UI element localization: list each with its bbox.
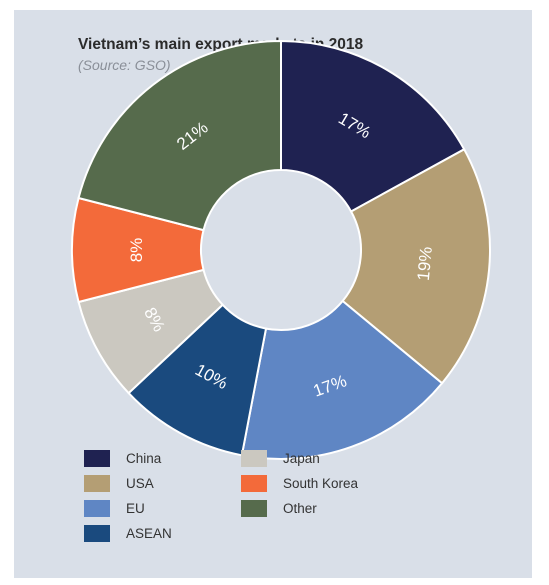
legend-item-china: China bbox=[84, 448, 161, 468]
donut-chart: 17%19%17%10%8%8%21% bbox=[71, 39, 491, 460]
legend-label-china: China bbox=[126, 450, 162, 466]
slice-label-south-korea: 8% bbox=[127, 238, 146, 263]
legend-item-south-korea: South Korea bbox=[241, 473, 358, 493]
chart-subtitle: (Source: GSO) bbox=[78, 57, 171, 73]
legend-swatch-other bbox=[241, 499, 267, 517]
legend-label-japan: Japan bbox=[283, 450, 320, 466]
legend-label-asean: ASEAN bbox=[126, 525, 172, 541]
legend-swatch-usa bbox=[84, 474, 110, 492]
legend-swatch-eu bbox=[84, 499, 110, 517]
legend-label-other: Other bbox=[283, 500, 317, 516]
legend-swatch-china bbox=[84, 449, 110, 467]
legend-item-usa: USA bbox=[84, 473, 154, 493]
legend-label-south-korea: South Korea bbox=[283, 475, 359, 491]
legend-item-japan: Japan bbox=[241, 448, 320, 468]
legend-label-eu: EU bbox=[126, 500, 145, 516]
slice-china bbox=[280, 39, 466, 213]
legend-swatch-japan bbox=[241, 449, 267, 467]
legend-item-eu: EU bbox=[84, 498, 145, 518]
chart-card: Vietnam’s main export markets in 2018 (S… bbox=[14, 10, 532, 578]
legend-swatch-asean bbox=[84, 524, 110, 542]
slice-other bbox=[77, 39, 282, 232]
slice-label-usa: 19% bbox=[414, 246, 436, 282]
legend-item-other: Other bbox=[241, 498, 317, 518]
legend-label-usa: USA bbox=[126, 475, 154, 491]
legend-swatch-south-korea bbox=[241, 474, 267, 492]
slice-usa bbox=[341, 147, 491, 385]
legend-item-asean: ASEAN bbox=[84, 523, 172, 543]
